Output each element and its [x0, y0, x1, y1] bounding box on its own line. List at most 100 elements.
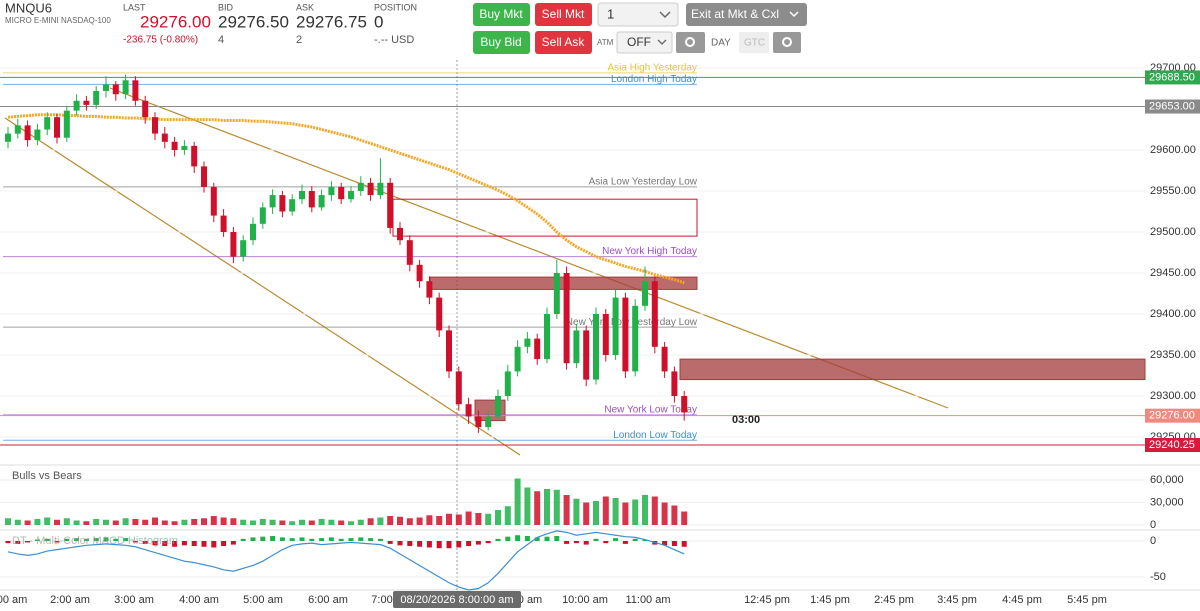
macd-bar: [544, 536, 550, 541]
buy-mkt-text: Buy Mkt: [479, 7, 523, 21]
level-label: Asia High Yesterday: [607, 63, 697, 74]
macd-bar: [328, 537, 334, 541]
price-tag-label: 29688.50: [1149, 71, 1195, 83]
macd-bar: [338, 538, 344, 541]
volume-bar: [34, 519, 41, 525]
macd-bar: [299, 537, 305, 541]
y-tick-label: 0: [1150, 519, 1156, 531]
exit-button[interactable]: Exit at Mkt & Cxl: [686, 3, 807, 26]
bid-price: 29276.50: [218, 12, 289, 31]
y-tick-label: 29300.00: [1150, 390, 1196, 402]
candle-body: [377, 182, 384, 196]
y-tick-label: 60,000: [1150, 474, 1184, 486]
candle-body: [426, 281, 433, 298]
macd-bar: [436, 541, 442, 549]
candle-body: [142, 100, 149, 118]
volume-bar: [240, 519, 247, 525]
macd-bar: [456, 541, 462, 548]
macd-bar: [83, 538, 89, 541]
candle-body: [573, 330, 580, 364]
sell-mkt-button[interactable]: Sell Mkt: [535, 3, 592, 26]
candle-body: [14, 125, 21, 134]
candle-body: [397, 227, 403, 241]
candle-body: [5, 133, 11, 142]
price-zone: [679, 358, 1146, 381]
macd-bar: [387, 541, 393, 544]
moving-average: [7, 113, 685, 285]
x-tick-label: 5:00 am: [243, 594, 283, 606]
candle-body: [622, 297, 629, 372]
volume-bar: [406, 518, 413, 525]
volume-bar: [671, 505, 678, 525]
volume-bar: [416, 517, 423, 525]
crosshair-label: 08/20/2026 8:00:00 am: [400, 594, 513, 606]
volume-bar: [230, 518, 237, 525]
candle-body: [24, 125, 31, 141]
volume-bar: [93, 519, 100, 525]
pane-title: Bulls vs Bears: [12, 470, 82, 482]
macd-bar: [162, 541, 168, 547]
candle-body: [661, 346, 668, 372]
macd-bar: [681, 541, 687, 547]
candle-body: [534, 338, 541, 360]
volume-bar: [534, 491, 541, 525]
x-tick-label: 0 am: [518, 594, 542, 606]
macd-bar: [181, 541, 187, 546]
bar-timer: 03:00: [732, 414, 760, 426]
atm-select[interactable]: OFF: [616, 31, 673, 54]
volume-bar: [299, 519, 305, 525]
position-label: POSITION: [374, 2, 417, 12]
price-tag-label: 29653.00: [1149, 100, 1195, 112]
y-tick-label: 29350.00: [1150, 349, 1196, 361]
tif-settings[interactable]: [773, 32, 801, 53]
macd-bar: [662, 541, 668, 546]
volume-bar: [397, 516, 403, 525]
volume-bar: [152, 517, 158, 525]
candle-body: [504, 371, 511, 396]
macd-bar: [417, 541, 423, 547]
macd-bar: [495, 538, 501, 541]
buy-mkt-button[interactable]: Buy Mkt: [473, 3, 530, 26]
atm-settings[interactable]: [676, 32, 705, 53]
y-tick-label: 29600.00: [1150, 144, 1196, 156]
macd-bar: [554, 535, 560, 541]
volume-bar: [642, 495, 648, 525]
macd-bar: [632, 538, 638, 541]
macd-bar: [407, 541, 413, 547]
macd-bar: [34, 539, 40, 541]
macd-bar: [505, 536, 511, 541]
symbol-description: MICRO E-MINI NASDAQ-100: [5, 16, 111, 25]
gtc-tif[interactable]: GTC: [739, 32, 769, 53]
macd-bar: [279, 537, 285, 541]
day-tif[interactable]: DAY: [711, 38, 731, 49]
x-tick-label: 4:00 am: [179, 594, 219, 606]
volume-bar: [308, 520, 315, 525]
price-tag: [1145, 99, 1200, 114]
candle-body: [465, 404, 472, 417]
sell-ask-button[interactable]: Sell Ask: [535, 31, 592, 54]
candle-body: [44, 117, 51, 130]
ask-label: ASK: [296, 2, 314, 12]
x-tick-label: 2:00 am: [50, 594, 90, 606]
candle-body: [583, 330, 590, 380]
macd-bar: [564, 541, 570, 544]
macd-bar: [270, 535, 276, 541]
macd-bar: [524, 535, 530, 541]
level-label: London Low Today: [613, 430, 697, 441]
buy-bid-button[interactable]: Buy Bid: [473, 31, 530, 54]
x-tick-label: 1:45 pm: [810, 594, 850, 606]
volume-bar: [583, 502, 590, 525]
candle-body: [34, 129, 41, 141]
candle-body: [671, 371, 678, 396]
x-tick-label: 2:45 pm: [874, 594, 914, 606]
macd-bar: [603, 541, 609, 544]
volume-bar: [5, 518, 11, 525]
volume-bar: [573, 498, 580, 525]
macd-bar: [583, 541, 589, 545]
quantity-box[interactable]: 1: [597, 2, 679, 27]
macd-bar: [172, 541, 178, 547]
volume-bar: [210, 516, 217, 525]
bid-size: 4: [218, 34, 224, 46]
macd-bar: [25, 541, 31, 543]
volume-bar: [426, 515, 433, 525]
